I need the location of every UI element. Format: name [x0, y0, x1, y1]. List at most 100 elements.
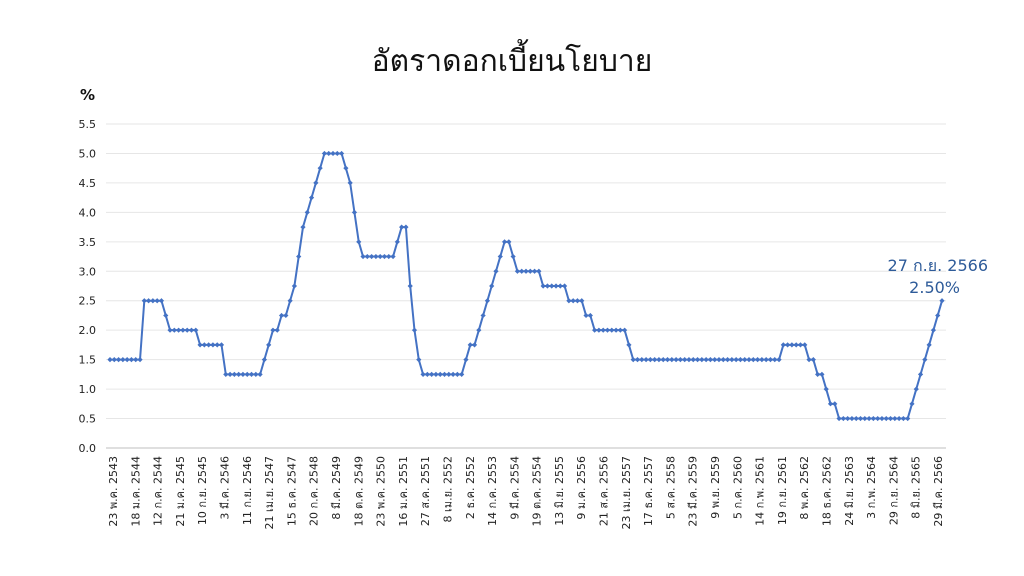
- x-tick-label: 16 ม.ค. 2551: [397, 456, 410, 527]
- data-point: [600, 327, 606, 333]
- data-point: [930, 327, 937, 333]
- data-point: [853, 415, 859, 422]
- data-point: [887, 415, 894, 422]
- data-point: [583, 312, 589, 319]
- x-tick-label: 18 ต.ค. 2549: [352, 456, 365, 526]
- y-tick-label: 0.0: [79, 442, 97, 455]
- data-point: [733, 357, 739, 363]
- data-point: [227, 371, 233, 377]
- data-point: [643, 357, 649, 363]
- data-point: [587, 312, 593, 319]
- series-markers: [107, 150, 945, 422]
- data-point: [926, 342, 932, 348]
- x-tick-label: 23 พ.ค. 2550: [375, 456, 388, 527]
- data-point: [523, 268, 529, 274]
- data-point: [145, 298, 152, 304]
- data-point: [510, 253, 516, 260]
- data-point: [579, 298, 585, 304]
- data-point: [549, 283, 555, 289]
- data-point: [686, 357, 692, 363]
- data-point: [630, 357, 636, 363]
- data-point: [639, 357, 645, 363]
- data-point: [935, 312, 941, 319]
- data-point: [403, 224, 409, 230]
- data-point: [471, 342, 478, 348]
- data-point: [763, 357, 769, 363]
- data-point: [489, 283, 495, 289]
- x-axis-ticks: 23 พ.ค. 2543 18 ม.ค. 2544 12 ก.ค. 2544 21 ม…: [107, 456, 945, 529]
- x-tick-label: 14 ก.พ. 2561: [754, 456, 767, 526]
- data-point: [467, 342, 473, 348]
- data-point: [879, 415, 885, 422]
- data-point: [253, 371, 259, 377]
- data-point: [720, 357, 726, 363]
- x-tick-label: 5 ก.ค. 2560: [731, 456, 744, 519]
- data-point: [836, 415, 842, 422]
- x-tick-label: 21 เม.ย. 2547: [263, 456, 276, 529]
- data-point: [501, 239, 508, 245]
- data-point: [626, 342, 632, 348]
- data-point: [326, 150, 332, 157]
- data-point: [356, 239, 362, 245]
- x-tick-label: 19 ต.ค. 2554: [531, 456, 544, 526]
- data-point: [304, 209, 310, 215]
- data-point: [845, 415, 851, 422]
- data-point: [622, 327, 628, 333]
- data-point: [111, 357, 117, 363]
- data-point: [334, 150, 340, 157]
- data-point: [266, 342, 272, 348]
- x-tick-label: 23 เม.ย. 2557: [620, 456, 633, 529]
- data-point: [120, 357, 126, 363]
- x-tick-label: 8 พ.ค. 2562: [798, 456, 811, 520]
- data-point: [694, 357, 701, 363]
- data-point: [416, 357, 422, 363]
- y-axis-ticks: 0.0 0.5 1.0 1.5 2.0 2.5 3.0 3.5 4.0 4.5 5.0 5.5: [79, 118, 97, 455]
- x-tick-label: 9 พ.ย. 2559: [709, 456, 722, 519]
- data-point: [900, 415, 907, 422]
- data-point: [570, 298, 576, 304]
- data-point: [866, 415, 872, 422]
- data-point: [531, 268, 538, 274]
- data-point: [716, 357, 722, 363]
- x-tick-label: 14 ก.ค. 2553: [486, 456, 499, 526]
- data-point: [197, 342, 203, 348]
- x-tick-label: 18 ธ.ค. 2562: [821, 456, 834, 526]
- data-point: [857, 415, 864, 422]
- data-point: [870, 415, 876, 422]
- data-point: [514, 268, 521, 274]
- x-tick-label: 9 ม.ค. 2556: [575, 456, 588, 520]
- y-tick-label: 4.0: [79, 206, 97, 219]
- data-point: [673, 357, 679, 363]
- data-point: [883, 415, 889, 422]
- y-tick-label: 3.0: [79, 265, 97, 278]
- data-point: [682, 357, 688, 363]
- data-point: [785, 342, 791, 348]
- data-point: [296, 253, 302, 260]
- x-tick-label: 23 พ.ค. 2543: [107, 456, 120, 527]
- data-point: [609, 327, 615, 333]
- data-point: [377, 253, 383, 260]
- data-point: [244, 371, 250, 377]
- y-tick-label: 5.0: [79, 147, 97, 160]
- x-tick-label: 24 มิ.ย. 2563: [843, 456, 856, 526]
- y-tick-label: 1.0: [79, 383, 97, 396]
- data-point: [476, 327, 482, 333]
- data-point: [840, 415, 846, 422]
- data-point: [797, 342, 804, 348]
- data-point: [484, 298, 491, 304]
- gridlines: [106, 123, 946, 449]
- data-point: [330, 150, 336, 157]
- data-point: [909, 401, 915, 407]
- data-point: [660, 357, 666, 363]
- data-point: [712, 357, 718, 363]
- data-point: [278, 312, 285, 319]
- data-point: [274, 327, 280, 333]
- y-tick-label: 0.5: [79, 413, 97, 426]
- data-point: [150, 298, 156, 304]
- x-tick-label: 21 ส.ค. 2556: [598, 456, 611, 526]
- data-point: [759, 357, 765, 363]
- data-point: [746, 357, 752, 363]
- data-point: [115, 357, 122, 363]
- x-tick-label: 8 เม.ย. 2552: [441, 456, 454, 522]
